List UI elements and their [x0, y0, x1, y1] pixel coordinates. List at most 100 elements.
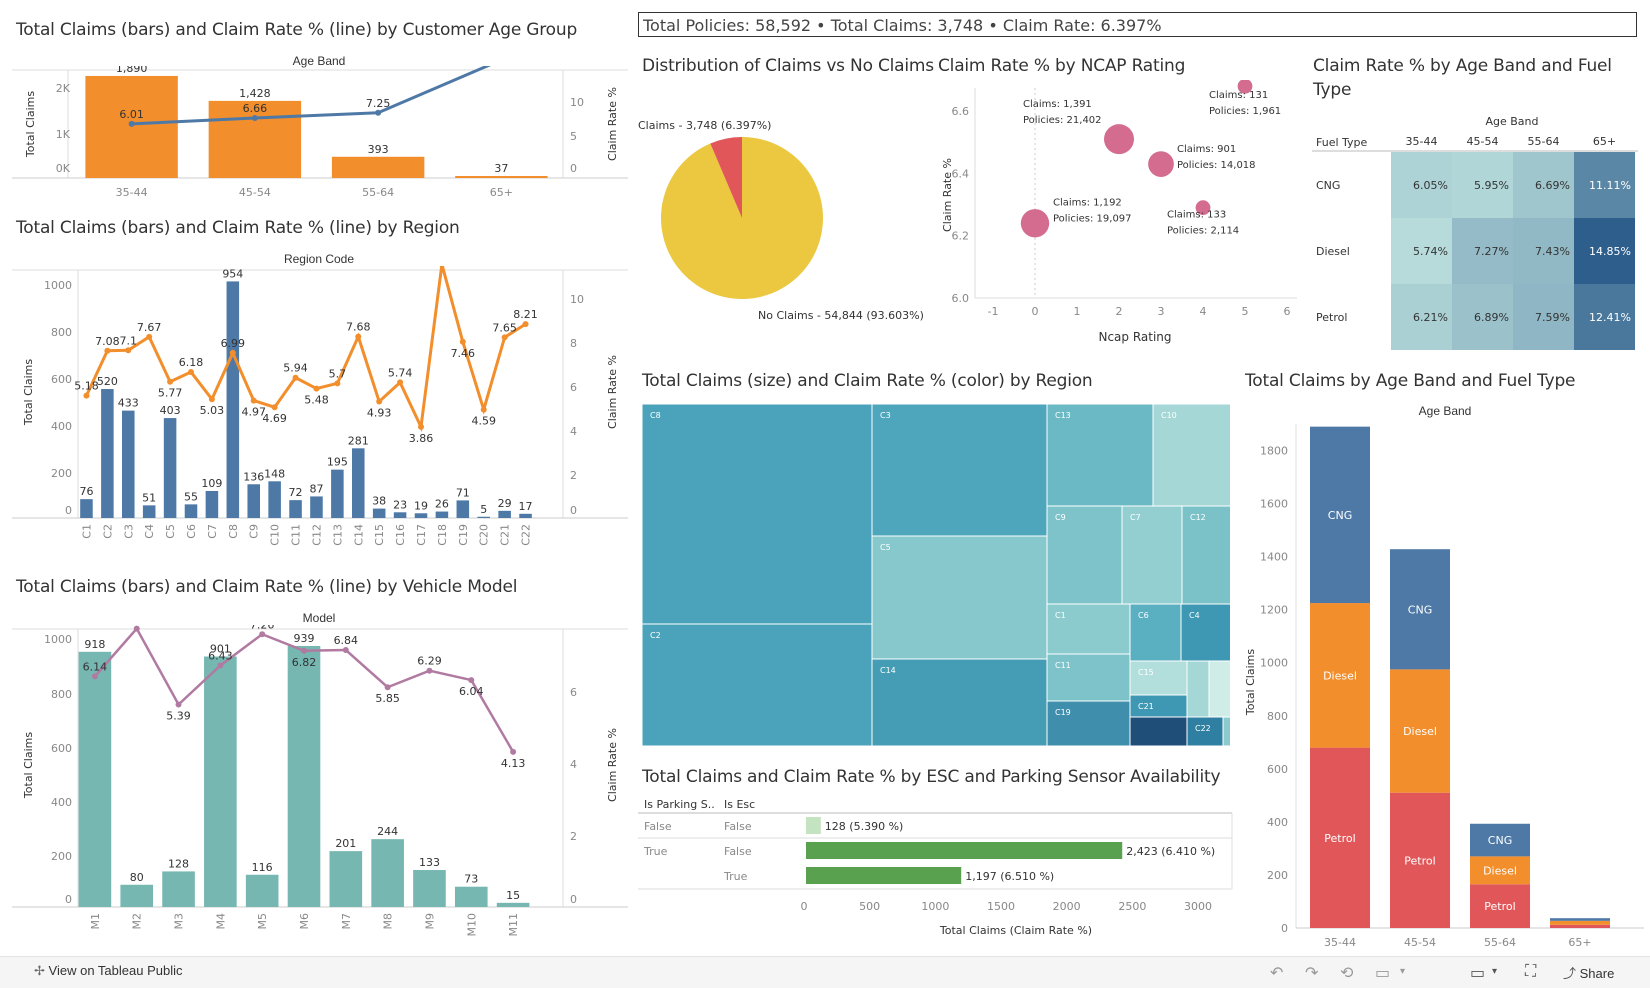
treemap-tile[interactable]	[871, 658, 1048, 746]
age-chart[interactable]: Total Claims Claim Rate % 2K 1K 0K 10 5 …	[0, 66, 640, 206]
bar[interactable]	[247, 484, 260, 518]
redo-icon[interactable]: ↷	[1305, 965, 1319, 982]
bar[interactable]	[80, 499, 93, 518]
bar[interactable]	[496, 902, 530, 907]
undo-icon[interactable]: ↶	[1270, 965, 1284, 982]
rate-point[interactable]	[376, 398, 383, 405]
heatmap-cell[interactable]	[1452, 218, 1513, 284]
treemap-tile[interactable]	[642, 404, 873, 625]
bar[interactable]	[287, 645, 321, 907]
rate-point[interactable]	[292, 374, 299, 381]
ncap-chart[interactable]: Claim Rate % Ncap Rating -1 0 1 2 3 4 5 6 6.6 6.4…	[935, 80, 1305, 355]
bar[interactable]	[208, 100, 302, 178]
rate-point[interactable]	[229, 349, 236, 356]
heatmap-cell[interactable]	[1452, 152, 1513, 218]
bar[interactable]	[268, 481, 281, 518]
rate-point[interactable]	[439, 266, 445, 268]
bar[interactable]	[477, 516, 490, 518]
treemap-tile[interactable]	[642, 623, 873, 746]
treemap-tile[interactable]	[871, 535, 1048, 660]
rate-point[interactable]	[125, 347, 132, 354]
treemap-tile[interactable]	[1129, 716, 1188, 746]
treemap-tile[interactable]	[1046, 653, 1131, 702]
bar[interactable]	[498, 510, 511, 518]
bar[interactable]	[371, 839, 404, 907]
rate-point[interactable]	[250, 397, 257, 404]
rate-point[interactable]	[501, 334, 508, 341]
heatmap-cell[interactable]	[1391, 152, 1452, 218]
rate-point[interactable]	[384, 684, 391, 691]
treemap-tile[interactable]	[1186, 660, 1210, 718]
bar[interactable]	[331, 156, 425, 178]
treemap-tile[interactable]	[1046, 404, 1154, 507]
view-on-tableau-link[interactable]: ✢ View on Tableau Public	[34, 963, 182, 979]
rate-point[interactable]	[459, 338, 466, 345]
heatmap-cell[interactable]	[1513, 152, 1574, 218]
ncap-bubble[interactable]	[1237, 80, 1253, 94]
bar[interactable]	[414, 513, 428, 518]
rate-point[interactable]	[510, 748, 517, 755]
stack-segment[interactable]	[1470, 884, 1530, 928]
heatmap-cell[interactable]	[1391, 284, 1452, 350]
bar[interactable]	[245, 874, 279, 907]
bar[interactable]	[78, 651, 112, 907]
stack-segment[interactable]	[1390, 669, 1450, 793]
ncap-bubble[interactable]	[1148, 151, 1174, 177]
rate-point[interactable]	[355, 333, 362, 340]
rate-point[interactable]	[251, 115, 258, 122]
pie-slice-claims[interactable]	[710, 137, 742, 218]
rate-point[interactable]	[104, 347, 111, 354]
bar[interactable]	[331, 469, 344, 518]
heatmap[interactable]: Age Band Fuel Type 35-44 45-54 55-64 65+ CNG…	[1308, 110, 1648, 355]
bar[interactable]	[85, 75, 178, 178]
rate-point[interactable]	[468, 677, 475, 684]
pause-dropdown-icon[interactable]: ▾	[1400, 966, 1406, 977]
esc-bar[interactable]	[806, 842, 1123, 859]
treemap[interactable]: C8 C2 C3 C5 C14 C13 C10 C9 C7 C12 C1 C6 C4 C11 C15 C19 C…	[642, 404, 1230, 746]
rate-point[interactable]	[91, 673, 98, 680]
pie-chart[interactable]: Claims - 3,748 (6.397%) No Claims - 54,8…	[638, 90, 928, 330]
device-preview-icon[interactable]: ▭	[1470, 965, 1486, 982]
rate-point[interactable]	[217, 662, 224, 669]
bar[interactable]	[205, 490, 219, 518]
rate-point[interactable]	[397, 379, 404, 386]
bar[interactable]	[519, 513, 532, 518]
stack-segment[interactable]	[1470, 823, 1530, 857]
bar[interactable]	[352, 448, 365, 518]
bar[interactable]	[455, 176, 548, 178]
esc-bar[interactable]	[806, 817, 821, 834]
revert-icon[interactable]: ⟲	[1340, 965, 1354, 982]
bar[interactable]	[226, 281, 240, 518]
bar[interactable]	[393, 512, 407, 518]
stack-segment[interactable]	[1390, 792, 1450, 928]
stack-segment[interactable]	[1390, 549, 1450, 670]
stack-segment[interactable]	[1310, 603, 1370, 748]
rate-point[interactable]	[146, 333, 153, 340]
heatmap-cell[interactable]	[1513, 218, 1574, 284]
stack-segment[interactable]	[1550, 920, 1610, 925]
treemap-tile[interactable]	[1121, 505, 1183, 605]
ncap-bubble[interactable]	[1104, 124, 1134, 155]
treemap-tile[interactable]	[1208, 660, 1230, 718]
rate-point[interactable]	[167, 378, 174, 385]
heatmap-cell[interactable]	[1513, 284, 1574, 350]
stack-segment[interactable]	[1310, 426, 1370, 604]
bar[interactable]	[122, 410, 135, 518]
treemap-tile[interactable]	[1046, 700, 1131, 746]
treemap-tile[interactable]	[1129, 660, 1188, 696]
heatmap-cell[interactable]	[1391, 218, 1452, 284]
rate-point[interactable]	[188, 369, 194, 376]
rate-point[interactable]	[128, 120, 135, 127]
bar[interactable]	[310, 496, 323, 518]
heatmap-cell[interactable]	[1574, 218, 1635, 284]
device-dropdown-icon[interactable]: ▾	[1492, 966, 1498, 977]
heatmap-cell[interactable]	[1574, 284, 1635, 350]
bar[interactable]	[289, 500, 302, 518]
stack-segment[interactable]	[1550, 924, 1610, 928]
bar[interactable]	[456, 500, 470, 518]
pause-icon[interactable]: ▭	[1375, 965, 1391, 982]
rate-point[interactable]	[259, 631, 266, 638]
rate-point[interactable]	[418, 423, 424, 430]
stack-segment[interactable]	[1550, 918, 1610, 921]
rate-point[interactable]	[301, 647, 307, 654]
